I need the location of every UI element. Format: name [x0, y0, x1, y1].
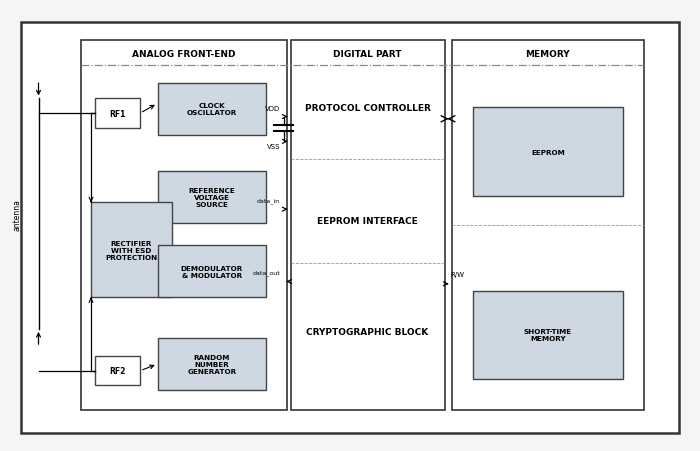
Text: DIGITAL PART: DIGITAL PART	[333, 50, 402, 59]
Bar	[158, 171, 266, 223]
Text: CRYPTOGRAPHIC BLOCK: CRYPTOGRAPHIC BLOCK	[307, 327, 428, 336]
Text: RF1: RF1	[109, 110, 125, 118]
Text: data_in: data_in	[257, 198, 280, 203]
Bar	[94, 356, 140, 386]
Text: RECTIFIER
WITH ESD
PROTECTION: RECTIFIER WITH ESD PROTECTION	[105, 240, 158, 260]
Text: VSS: VSS	[267, 144, 280, 150]
Bar	[452, 41, 644, 410]
Bar	[158, 338, 266, 390]
Text: EEPROM: EEPROM	[531, 149, 565, 155]
Text: RANDOM
NUMBER
GENERATOR: RANDOM NUMBER GENERATOR	[187, 354, 237, 374]
Bar	[80, 41, 287, 410]
Bar	[158, 246, 266, 298]
Text: ANALOG FRONT-END: ANALOG FRONT-END	[132, 50, 235, 59]
Bar	[158, 83, 266, 135]
Text: VDD: VDD	[265, 106, 280, 111]
Bar	[290, 41, 444, 410]
Text: REFERENCE
VOLTAGE
SOURCE: REFERENCE VOLTAGE SOURCE	[188, 187, 235, 207]
Bar	[473, 108, 623, 196]
Text: antenna: antenna	[13, 198, 22, 230]
Bar	[91, 203, 172, 298]
Bar	[94, 99, 140, 129]
Text: data_out: data_out	[252, 270, 280, 276]
Text: SHORT-TIME
MEMORY: SHORT-TIME MEMORY	[524, 328, 572, 341]
Text: RF2: RF2	[109, 367, 125, 375]
Text: PROTOCOL CONTROLLER: PROTOCOL CONTROLLER	[304, 104, 430, 113]
Text: R/W: R/W	[450, 271, 464, 277]
Bar	[473, 291, 623, 379]
Text: EEPROM INTERFACE: EEPROM INTERFACE	[317, 216, 418, 226]
Text: DEMODULATOR
& MODULATOR: DEMODULATOR & MODULATOR	[181, 265, 243, 278]
Text: MEMORY: MEMORY	[526, 50, 570, 59]
Text: CLOCK
OSCILLATOR: CLOCK OSCILLATOR	[187, 103, 237, 116]
